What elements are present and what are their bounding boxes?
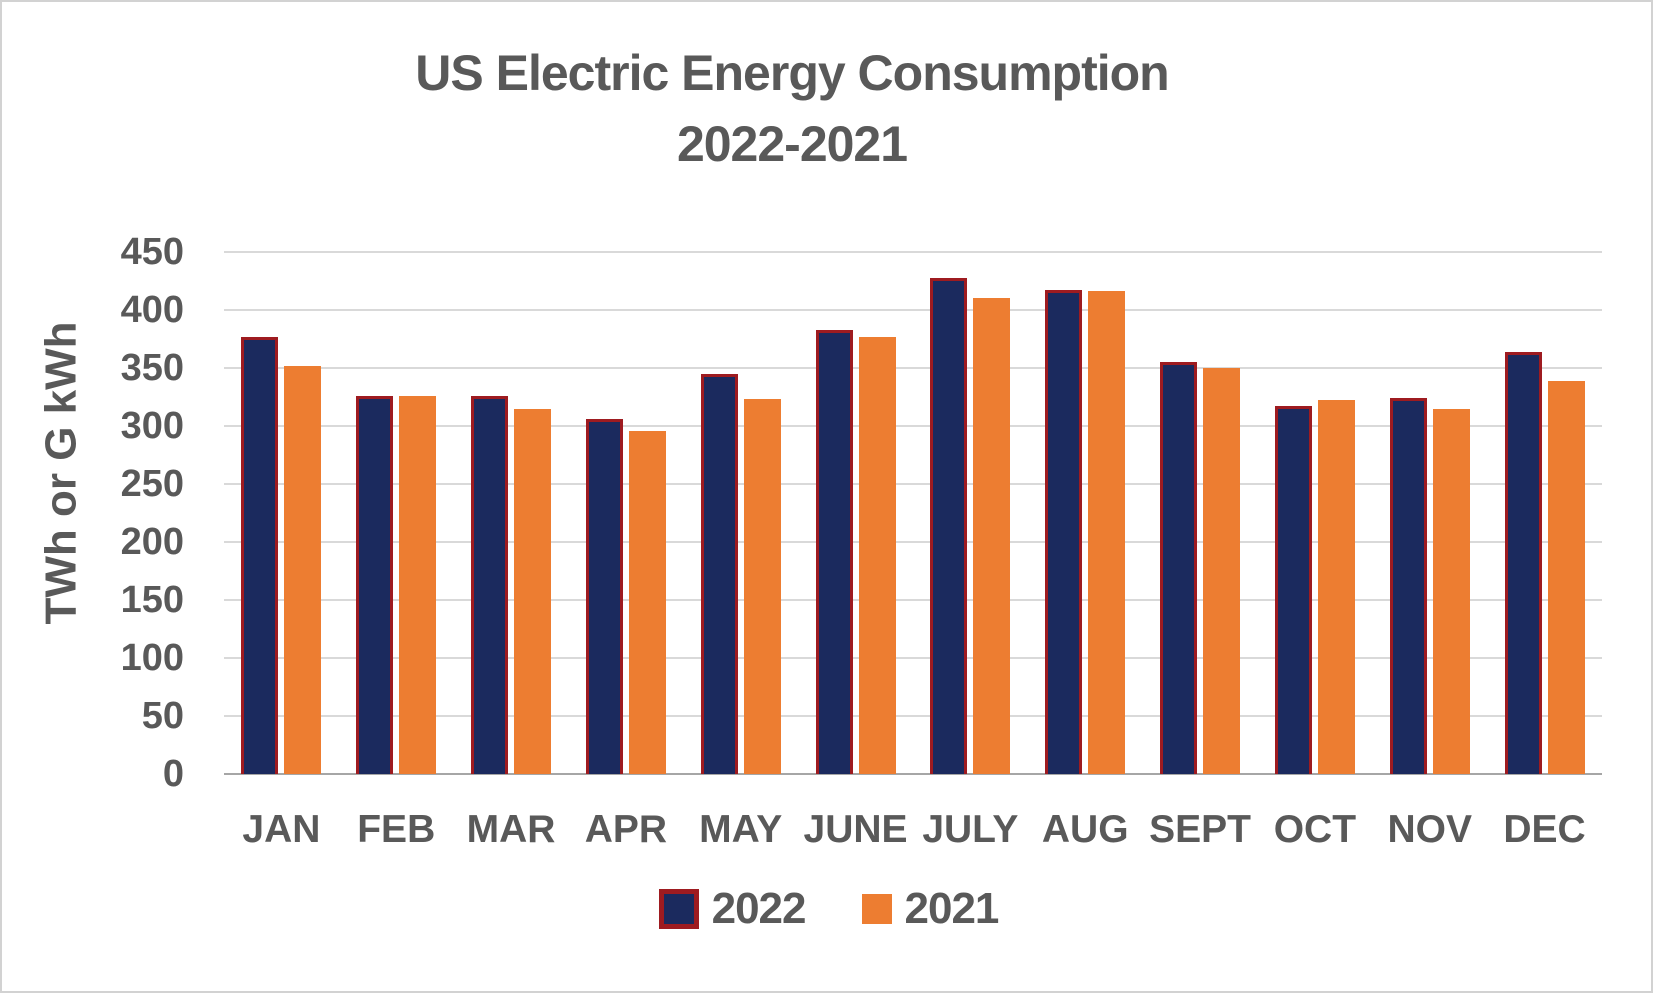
y-tick-label: 100 bbox=[120, 637, 184, 679]
chart-title: US Electric Energy Consumption 2022-2021 bbox=[2, 38, 1582, 180]
bar-2021-nov bbox=[1432, 408, 1470, 774]
x-axis-label-nov: NOV bbox=[1387, 808, 1472, 851]
x-axis-label-mar: MAR bbox=[466, 808, 556, 851]
bar-group-apr bbox=[568, 419, 683, 774]
x-axis-label-feb: FEB bbox=[357, 808, 436, 851]
chart-title-line1: US Electric Energy Consumption bbox=[415, 45, 1169, 101]
bar-2021-mar bbox=[514, 408, 552, 774]
legend-swatch-2022 bbox=[658, 889, 699, 929]
x-axis-label-apr: APR bbox=[584, 808, 668, 851]
bar-2022-jan bbox=[241, 336, 279, 774]
x-axis-label-dec: DEC bbox=[1503, 808, 1586, 851]
x-axis-label-sept: SEPT bbox=[1149, 808, 1251, 851]
bar-groups bbox=[224, 252, 1602, 774]
bar-group-aug bbox=[1028, 290, 1143, 774]
legend: 2022 2021 bbox=[2, 884, 1651, 934]
legend-swatch-2021 bbox=[861, 894, 892, 924]
bar-2021-apr bbox=[628, 430, 666, 774]
legend-label-2022: 2022 bbox=[711, 884, 807, 933]
bar-2021-june bbox=[858, 336, 896, 774]
y-tick-labels: 450 400 350 300 250 200 150 100 50 0 bbox=[2, 231, 198, 795]
gridline bbox=[224, 715, 1602, 717]
y-tick-label: 250 bbox=[120, 463, 184, 505]
bar-2021-may bbox=[743, 399, 781, 774]
bar-2022-may bbox=[700, 373, 738, 774]
bar-group-sept bbox=[1143, 362, 1258, 774]
bar-2022-sept bbox=[1160, 362, 1198, 774]
bar-2021-feb bbox=[399, 395, 437, 774]
y-tick-label: 150 bbox=[120, 579, 184, 621]
plot-area bbox=[224, 251, 1602, 775]
x-axis-line bbox=[224, 773, 1602, 775]
gridline bbox=[224, 251, 1602, 253]
bar-2021-dec bbox=[1547, 380, 1585, 774]
bar-2022-oct bbox=[1274, 406, 1312, 774]
y-tick-label: 200 bbox=[120, 521, 184, 563]
bar-group-june bbox=[798, 329, 913, 774]
gridline bbox=[224, 541, 1602, 543]
x-axis-label-jan: JAN bbox=[242, 808, 321, 851]
bar-2022-dec bbox=[1504, 351, 1542, 774]
legend-item-2021: 2021 bbox=[861, 884, 1000, 934]
gridline bbox=[224, 425, 1602, 427]
bar-group-oct bbox=[1257, 400, 1372, 774]
bar-group-jan bbox=[224, 336, 339, 774]
bar-group-mar bbox=[454, 395, 569, 774]
gridline bbox=[224, 309, 1602, 311]
x-axis-label-oct: OCT bbox=[1273, 808, 1357, 851]
gridline bbox=[224, 599, 1602, 601]
gridline bbox=[224, 483, 1602, 485]
y-tick-label: 300 bbox=[120, 405, 184, 447]
y-tick-label: 50 bbox=[141, 695, 184, 737]
bar-2022-apr bbox=[585, 419, 623, 774]
chart-title-line2: 2022-2021 bbox=[676, 116, 908, 172]
bar-2021-july bbox=[973, 298, 1011, 774]
x-axis-label-may: MAY bbox=[699, 808, 783, 851]
x-axis-label-aug: AUG bbox=[1041, 808, 1129, 851]
y-tick-label: 400 bbox=[120, 289, 184, 331]
gridline bbox=[224, 657, 1602, 659]
bar-2022-june bbox=[815, 329, 853, 774]
bar-group-july bbox=[913, 277, 1028, 774]
legend-label-2021: 2021 bbox=[904, 884, 1000, 933]
bar-2022-nov bbox=[1389, 398, 1427, 774]
bar-group-dec bbox=[1487, 351, 1602, 774]
gridline bbox=[224, 367, 1602, 369]
bar-2021-oct bbox=[1317, 400, 1355, 774]
bar-2021-aug bbox=[1088, 291, 1126, 774]
legend-item-2022: 2022 bbox=[658, 884, 807, 934]
y-tick-label: 450 bbox=[120, 231, 184, 273]
x-axis-label-june: JUNE bbox=[803, 808, 908, 851]
bar-2022-aug bbox=[1045, 290, 1083, 774]
x-axis-label-july: JULY bbox=[922, 808, 1019, 851]
bar-group-feb bbox=[339, 395, 454, 774]
bar-2021-sept bbox=[1203, 368, 1241, 774]
y-tick-label: 0 bbox=[162, 753, 184, 795]
bar-group-nov bbox=[1372, 398, 1487, 774]
bar-2022-july bbox=[930, 277, 968, 774]
x-axis-labels: JAN FEB MAR APR MAY JUNE JULY AUG SEPT OCT NOV DEC bbox=[224, 808, 1602, 852]
bar-2022-mar bbox=[471, 395, 509, 774]
bar-2022-feb bbox=[356, 395, 394, 774]
y-tick-label: 350 bbox=[120, 347, 184, 389]
bar-group-may bbox=[683, 373, 798, 774]
bar-2021-jan bbox=[284, 365, 322, 774]
